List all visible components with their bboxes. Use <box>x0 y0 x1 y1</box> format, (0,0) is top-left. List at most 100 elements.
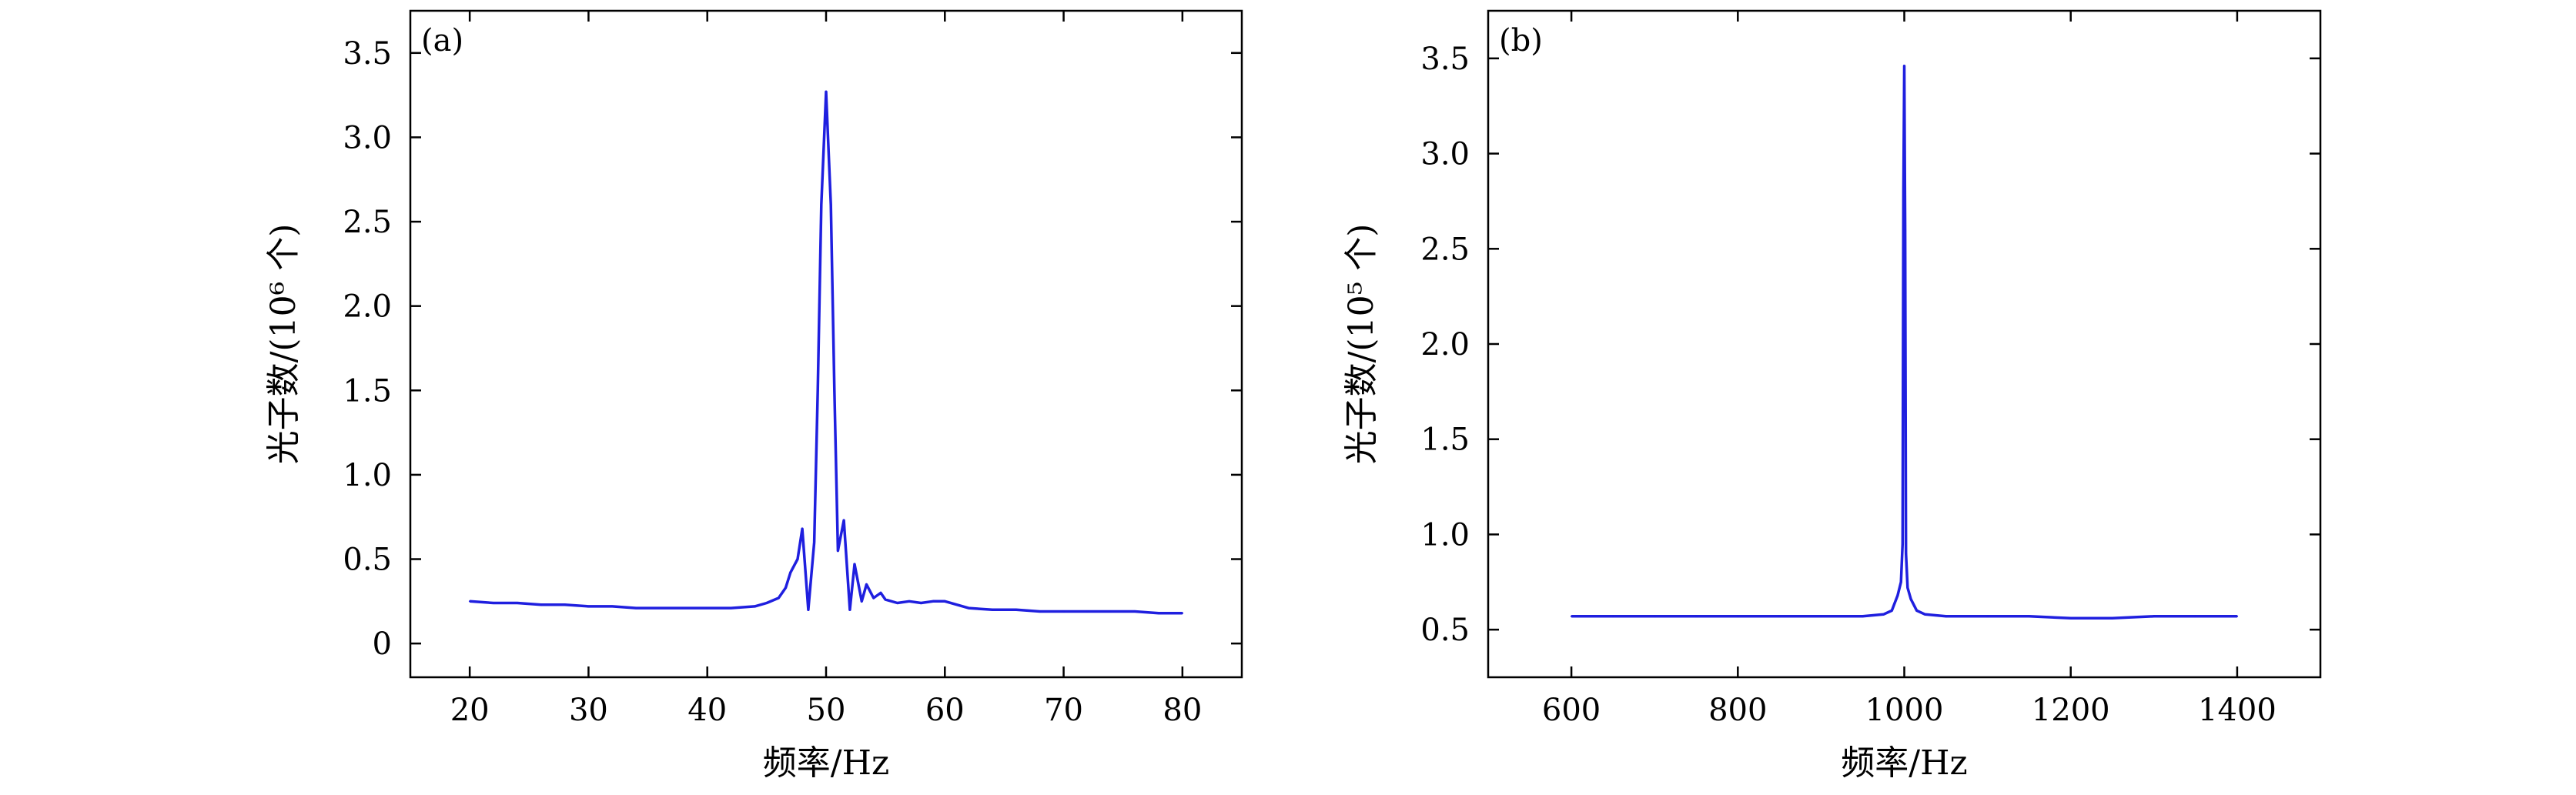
data-point <box>1862 615 1864 617</box>
data-point <box>813 541 815 543</box>
data-point <box>1086 610 1089 613</box>
data-point <box>853 563 856 566</box>
data-point <box>1900 581 1902 583</box>
x-tick-label: 1200 <box>2032 693 2110 728</box>
data-point <box>2111 617 2113 620</box>
data-point <box>765 602 768 604</box>
y-tick-label: 3.0 <box>343 120 392 155</box>
data-point <box>1903 65 1905 68</box>
data-point <box>848 609 851 611</box>
x-axis-title: 频率/Hz <box>1841 743 1967 783</box>
data-point <box>807 609 810 611</box>
x-tick-label: 80 <box>1163 693 1202 728</box>
data-point <box>908 600 911 603</box>
data-point <box>872 596 875 600</box>
data-point <box>1039 610 1041 613</box>
data-point <box>1181 612 1184 614</box>
data-point <box>1924 613 1926 616</box>
data-point <box>492 602 495 604</box>
data-point <box>1986 615 1989 617</box>
x-tick-label: 1000 <box>1865 693 1944 728</box>
data-point <box>789 571 791 574</box>
y-tick-label: 1.5 <box>1420 423 1470 458</box>
data-point <box>468 600 471 603</box>
data-point <box>2069 617 2072 620</box>
data-point <box>706 606 708 610</box>
data-point <box>967 606 970 610</box>
data-point <box>516 602 519 604</box>
data-point <box>785 586 787 589</box>
data-point <box>830 203 832 206</box>
panel-label: (a) <box>421 23 463 58</box>
data-point <box>1110 610 1112 613</box>
data-point <box>1902 543 1904 545</box>
data-point <box>1612 615 1614 617</box>
data-point <box>2236 615 2239 617</box>
data-point <box>564 603 566 606</box>
data-point <box>1909 598 1912 600</box>
series-line <box>1571 65 2237 620</box>
y-tick-label: 1.0 <box>343 458 392 493</box>
data-point <box>1133 610 1136 613</box>
y-tick-label: 3.5 <box>1420 42 1470 77</box>
y-tick-label: 1.0 <box>1420 517 1470 553</box>
y-tick-label: 3.5 <box>343 36 392 72</box>
data-point <box>1906 586 1909 589</box>
x-tick-label: 20 <box>450 693 490 728</box>
data-point <box>540 603 542 606</box>
data-point <box>1157 612 1160 614</box>
data-point <box>587 605 590 608</box>
data-point <box>611 605 614 608</box>
x-tick-label: 1400 <box>2198 693 2277 728</box>
y-tick-label: 1.5 <box>343 373 392 409</box>
panel-label: (b) <box>1499 23 1543 58</box>
x-tick-label: 600 <box>1542 693 1601 728</box>
data-point <box>1905 553 1907 555</box>
x-axis-title: 频率/Hz <box>763 743 889 783</box>
data-point <box>1062 610 1065 613</box>
data-point <box>842 519 845 522</box>
x-tick-label: 800 <box>1708 693 1767 728</box>
data-point <box>865 583 868 586</box>
y-tick-label: 0.5 <box>343 543 392 578</box>
y-tick-label: 0 <box>373 626 392 662</box>
data-point <box>1015 609 1018 611</box>
x-tick-label: 50 <box>807 693 846 728</box>
data-point <box>2028 615 2030 617</box>
data-point <box>2153 615 2155 617</box>
y-tick-label: 0.5 <box>1420 613 1470 648</box>
series-line <box>469 90 1183 615</box>
data-point <box>817 389 819 392</box>
data-point <box>1902 190 1905 193</box>
data-point <box>1737 615 1739 617</box>
data-point <box>658 606 661 610</box>
y-tick-label: 2.5 <box>343 205 392 240</box>
data-point <box>730 606 732 610</box>
y-tick-label: 2.5 <box>1420 232 1470 267</box>
x-tick-label: 70 <box>1044 693 1083 728</box>
data-point <box>754 605 756 608</box>
data-point <box>1904 229 1906 231</box>
data-point <box>796 558 799 560</box>
data-point <box>955 603 958 606</box>
data-point <box>1654 615 1656 617</box>
data-point <box>801 527 804 530</box>
y-axis-title: 光子数/(10⁶ 个) <box>264 224 303 465</box>
chart-panel-b: 600 800 1000 1200 1400 0.5 1.0 1.5 2.0 2.5 3.0 3.5 (… <box>1342 9 2322 783</box>
y-tick-label: 2.0 <box>343 289 392 325</box>
data-point <box>1570 615 1573 617</box>
x-tick-label: 30 <box>569 693 608 728</box>
data-point <box>920 602 922 604</box>
data-point <box>820 203 823 206</box>
chart-panel-a: 20 30 40 50 60 70 80 0 0.5 1.0 1.5 2.0 2.5 3.0 3.5 (a) 频… <box>264 9 1243 783</box>
data-point <box>1915 610 1918 612</box>
data-point <box>1778 615 1781 617</box>
data-point <box>682 606 685 610</box>
data-point <box>944 600 946 603</box>
y-tick-label: 2.0 <box>1420 327 1470 362</box>
x-tick-label: 40 <box>687 693 727 728</box>
data-point <box>1896 594 1899 596</box>
data-point <box>1945 615 1947 617</box>
data-point <box>1820 615 1822 617</box>
